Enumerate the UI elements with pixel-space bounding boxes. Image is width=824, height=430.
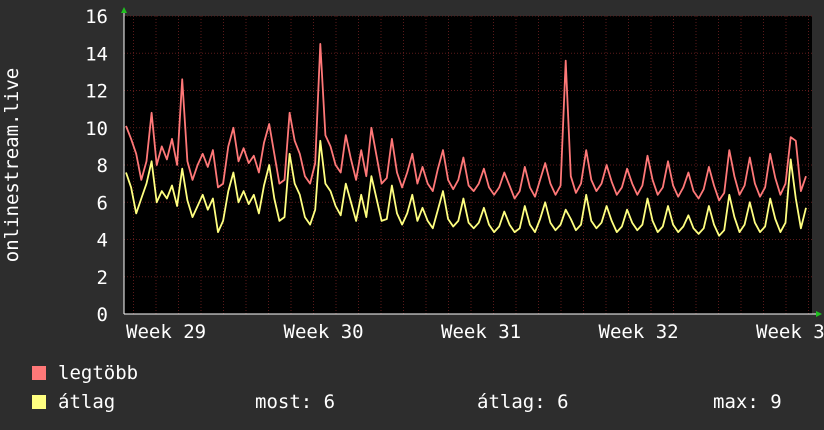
axes xyxy=(121,7,822,317)
stat-average: átlag: 6 xyxy=(477,391,569,413)
x-tick-label: Week 32 xyxy=(599,321,679,343)
axis-ticks: 0 2 4 6 8 10 12 14 16 Week 29 Week 30 Week 31 Week 3… xyxy=(85,6,824,343)
plot-area xyxy=(124,16,812,314)
y-tick-label: 16 xyxy=(85,6,108,28)
y-axis-title: onlinestream.live xyxy=(1,67,23,263)
y-tick-label: 10 xyxy=(85,118,108,140)
x-tick-label: Week 29 xyxy=(126,321,206,343)
y-tick-label: 2 xyxy=(97,267,108,289)
legend-swatch-avg xyxy=(32,395,46,409)
y-axis-arrow xyxy=(121,7,127,13)
legend-item-max: legtöbb xyxy=(32,362,138,384)
legend-swatch-max xyxy=(32,366,46,380)
y-tick-label: 12 xyxy=(85,81,108,103)
legend-item-avg: átlag xyxy=(32,391,115,413)
legend-label-avg: átlag xyxy=(58,391,116,413)
y-tick-label: 6 xyxy=(97,192,108,214)
x-tick-label: Week 3 xyxy=(756,321,824,343)
line-chart: 0 2 4 6 8 10 12 14 16 Week 29 Week 30 Week 31 Week 3… xyxy=(85,6,824,343)
y-tick-label: 4 xyxy=(97,230,108,252)
series-line-0 xyxy=(125,43,807,202)
y-tick-label: 8 xyxy=(97,155,108,177)
stat-max: max: 9 xyxy=(713,391,782,413)
legend-label-max: legtöbb xyxy=(58,362,139,384)
series-lines xyxy=(125,43,807,237)
x-tick-label: Week 30 xyxy=(284,321,364,343)
x-axis-arrow xyxy=(816,311,822,317)
series-line-1 xyxy=(125,139,807,237)
y-tick-label: 14 xyxy=(85,43,108,65)
y-tick-label: 0 xyxy=(97,304,108,326)
x-tick-label: Week 31 xyxy=(441,321,521,343)
stat-current: most: 6 xyxy=(255,391,336,413)
